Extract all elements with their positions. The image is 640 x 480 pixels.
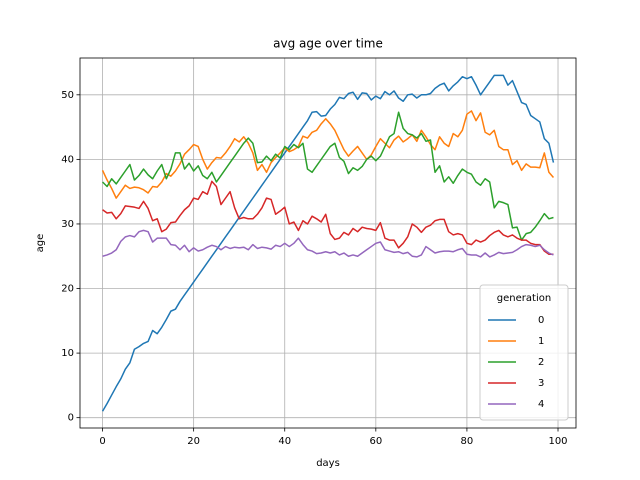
y-tick-label: 30	[61, 219, 74, 230]
y-axis-label: age	[35, 234, 46, 253]
line-series	[101, 74, 555, 412]
legend-box	[479, 284, 569, 421]
x-tick-label: 20	[187, 436, 200, 447]
plot-frame	[79, 57, 577, 429]
x-tick-label: 0	[99, 436, 105, 447]
legend-title: generation	[497, 293, 551, 304]
legend: generation 0 1 2 3 4	[479, 284, 569, 421]
line-series	[102, 180, 554, 256]
y-tick-label: 0	[68, 413, 74, 424]
y-tick-label: 40	[61, 154, 74, 165]
legend-label: 4	[538, 399, 544, 410]
legend-label: 0	[538, 315, 544, 326]
legend-label: 3	[538, 378, 544, 389]
legend-label: 1	[538, 336, 544, 347]
x-tick-label: 80	[461, 436, 474, 447]
x-tick-label: 100	[548, 436, 567, 447]
legend-label: 2	[538, 357, 544, 368]
y-tick-label: 20	[61, 284, 74, 295]
line-series	[102, 111, 554, 241]
line-series	[102, 229, 554, 258]
x-tick-label: 40	[278, 436, 291, 447]
line-series	[101, 110, 555, 199]
chart-title: avg age over time	[273, 37, 383, 51]
y-tick-label: 10	[61, 348, 74, 359]
x-axis-label: days	[316, 458, 340, 469]
y-tick-label: 50	[61, 90, 74, 101]
x-tick-label: 60	[369, 436, 382, 447]
